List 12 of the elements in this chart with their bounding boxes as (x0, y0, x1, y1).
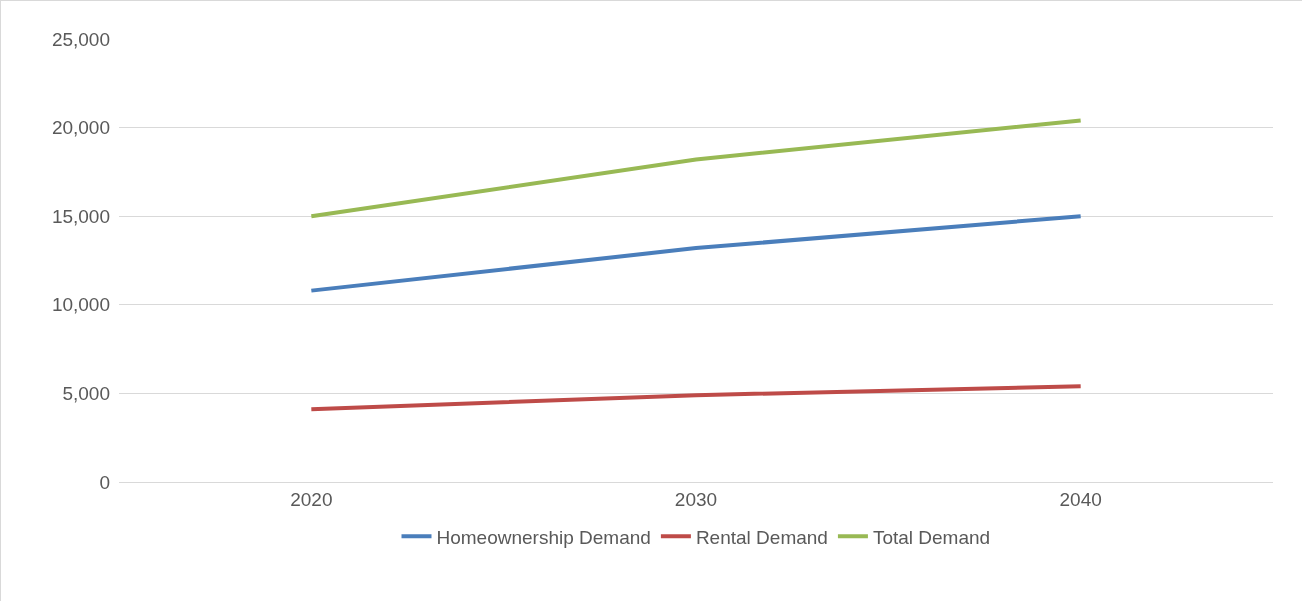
y-tick-label: 15,000 (51, 205, 110, 227)
y-tick-label: 10,000 (51, 294, 110, 316)
y-tick-label: 0 (99, 471, 110, 493)
legend-label: Total Demand (872, 526, 991, 548)
x-tick-label: 2040 (1059, 488, 1102, 510)
legend-label: Rental Demand (695, 526, 828, 548)
x-tick-label: 2030 (674, 488, 718, 510)
legend-label: Homeownership Demand (436, 526, 651, 548)
y-tick-label: 5,000 (62, 383, 110, 405)
y-tick-label: 25,000 (51, 28, 110, 50)
x-tick-label: 2020 (290, 488, 333, 510)
y-tick-label: 20,000 (51, 117, 110, 139)
